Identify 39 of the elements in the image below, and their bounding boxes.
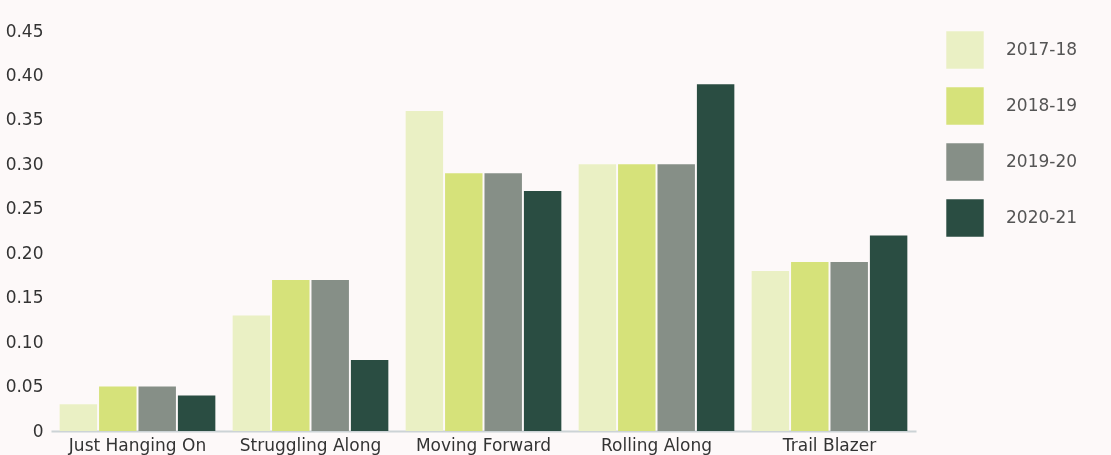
bar xyxy=(657,164,695,431)
y-tick-label: 0.35 xyxy=(5,109,44,130)
bar xyxy=(578,164,617,431)
bar xyxy=(696,84,735,431)
y-tick-label: 0 xyxy=(32,420,44,441)
y-tick-label: 0.20 xyxy=(5,242,44,263)
bar xyxy=(523,191,562,431)
bar xyxy=(59,404,98,431)
bar xyxy=(869,235,908,431)
y-tick-label: 0.15 xyxy=(5,287,44,308)
bar xyxy=(272,279,310,431)
bar xyxy=(445,173,483,431)
y-tick-label: 0.40 xyxy=(5,64,44,85)
y-tick-label: 0.30 xyxy=(5,153,44,174)
bar xyxy=(350,359,389,431)
y-tick-label: 0.05 xyxy=(5,376,44,397)
bar xyxy=(99,386,137,431)
bar xyxy=(618,164,656,431)
bar xyxy=(138,386,176,431)
bar xyxy=(751,271,790,431)
bar xyxy=(177,395,216,431)
bar xyxy=(232,315,271,431)
bar xyxy=(311,279,349,431)
x-tick-label: Just Hanging On xyxy=(67,434,207,455)
x-tick-label: Trail Blazer xyxy=(781,434,877,455)
x-tick-label: Struggling Along xyxy=(239,434,382,455)
legend-label: 2017-18 xyxy=(1006,39,1078,59)
y-tick-label: 0.10 xyxy=(5,331,44,352)
legend-label: 2018-19 xyxy=(1006,95,1078,115)
x-tick-label: Rolling Along xyxy=(601,434,712,455)
legend-label: 2019-20 xyxy=(1006,151,1078,171)
x-tick-label: Moving Forward xyxy=(415,434,552,455)
bar xyxy=(484,173,522,431)
bar xyxy=(791,262,829,431)
y-tick-label: 0.25 xyxy=(5,198,44,219)
y-tick-label: 0.45 xyxy=(5,20,44,41)
legend-label: 2020-21 xyxy=(1006,207,1078,227)
bar xyxy=(830,262,868,431)
bar xyxy=(405,111,444,431)
